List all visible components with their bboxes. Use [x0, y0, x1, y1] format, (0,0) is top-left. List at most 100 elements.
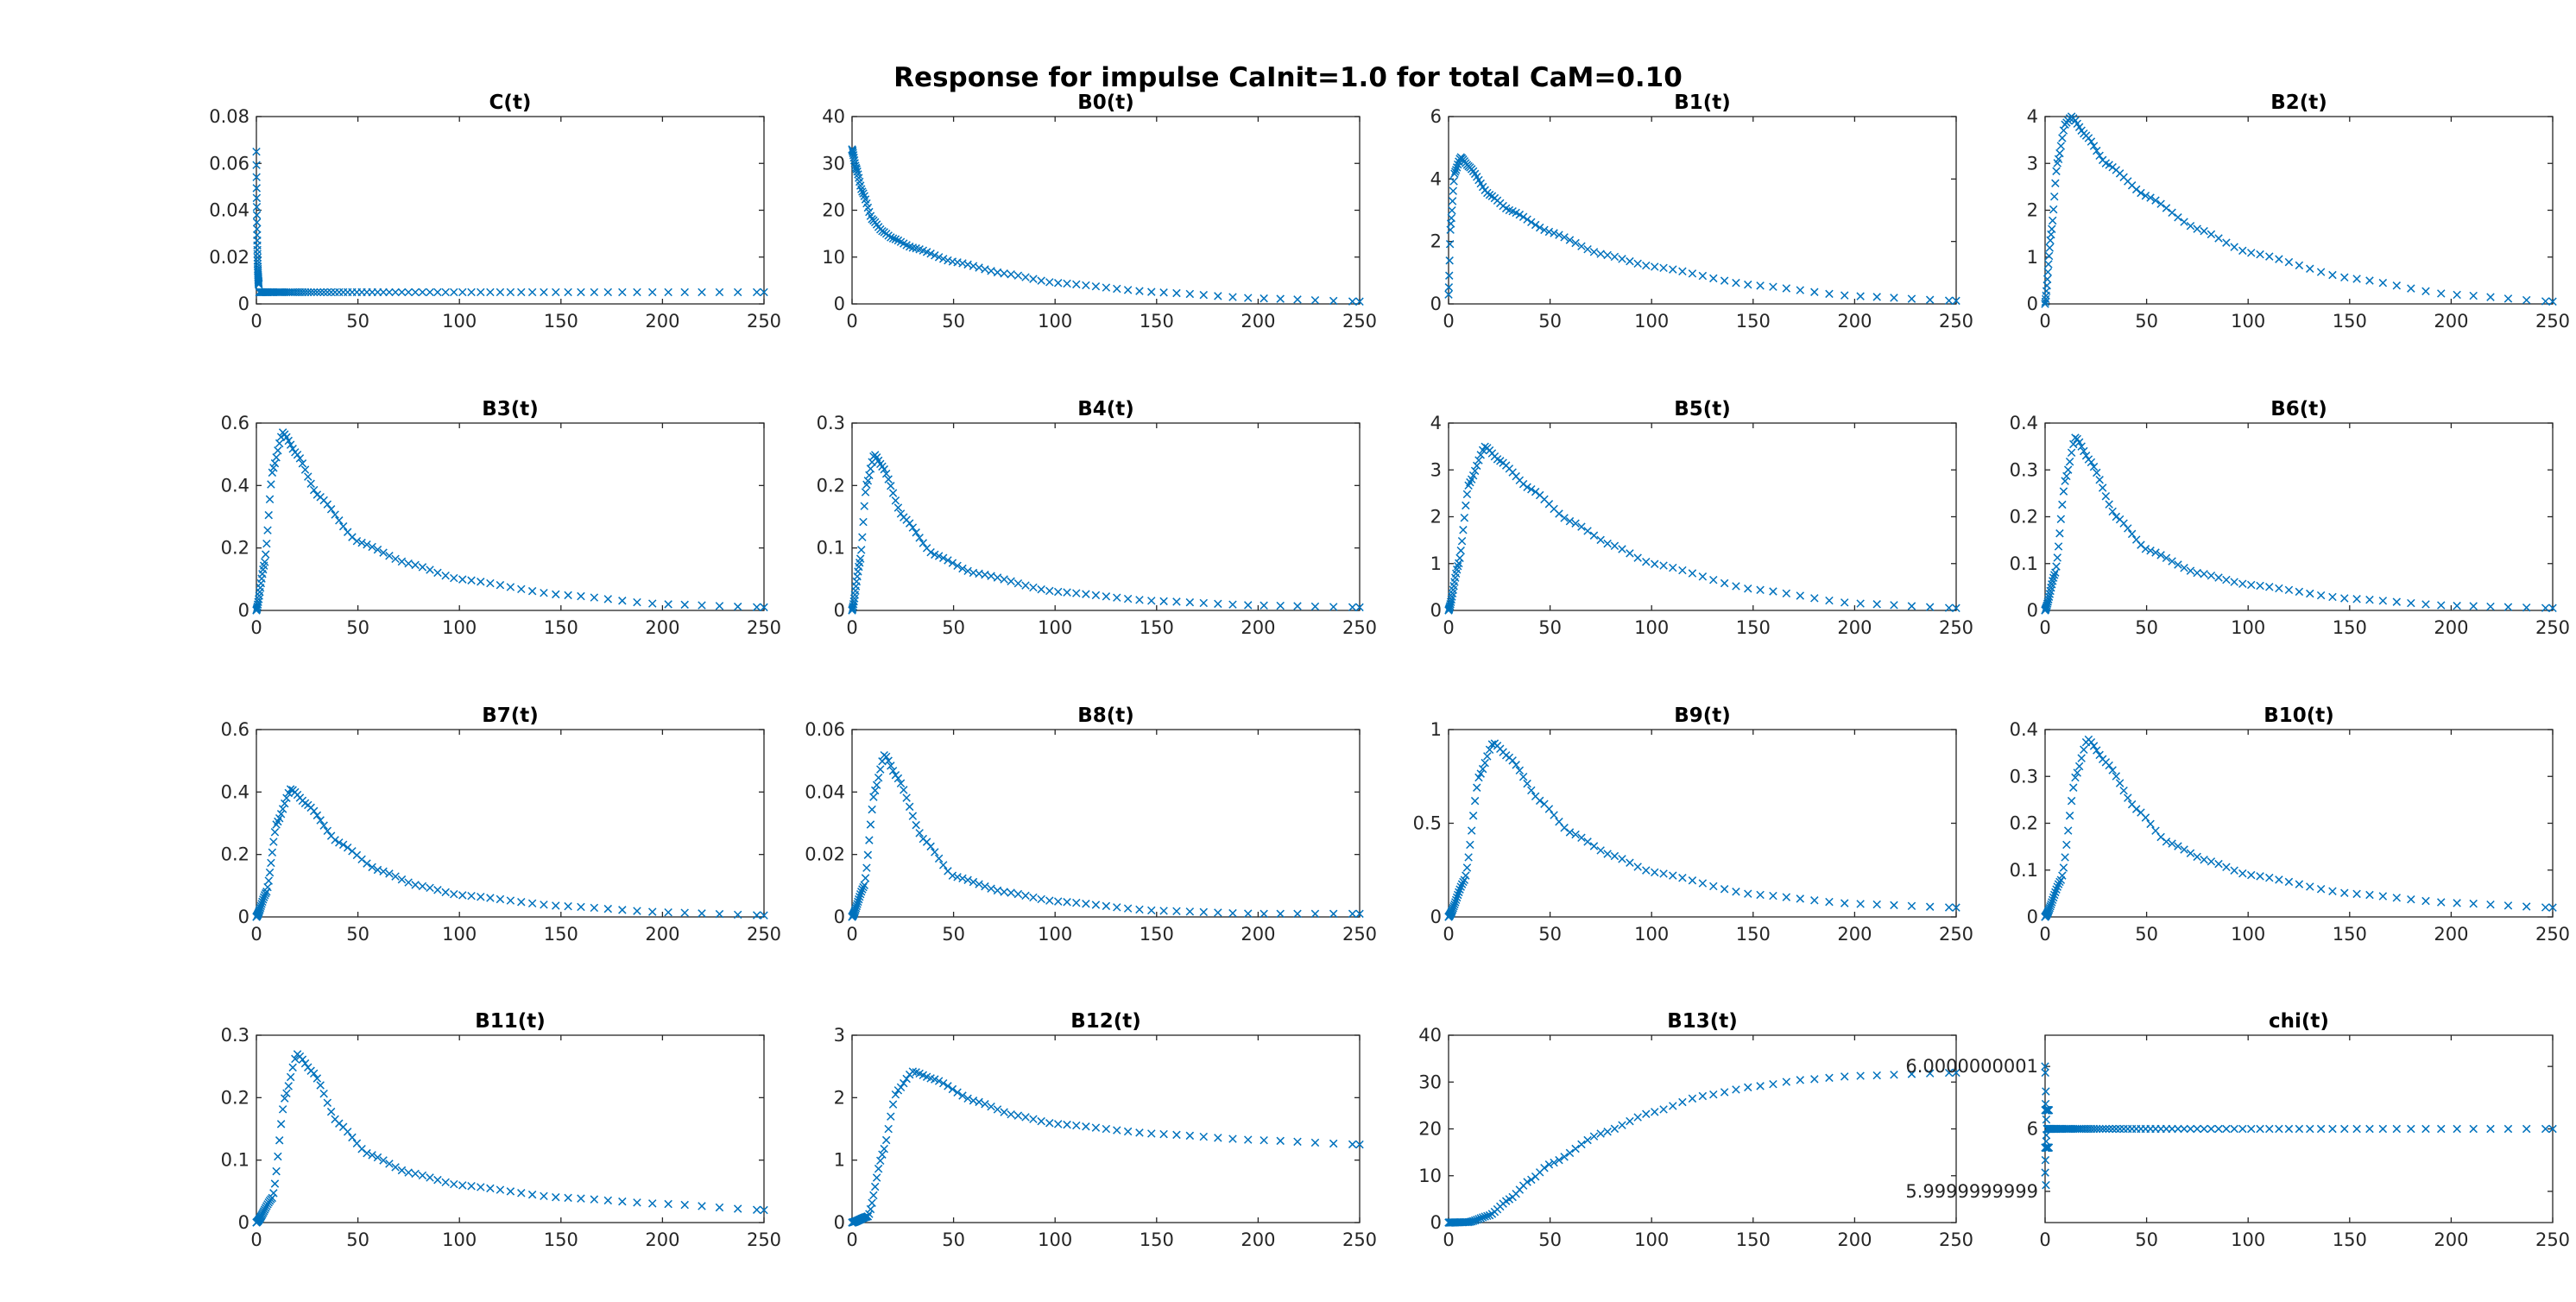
- data-point: [1029, 275, 1038, 283]
- data-point: [260, 558, 269, 566]
- data-point: [1473, 783, 1481, 792]
- data-point: [733, 1204, 742, 1213]
- data-point: [2352, 889, 2361, 899]
- data-point: [540, 288, 548, 297]
- data-point: [1293, 1137, 1302, 1147]
- data-point: [2131, 185, 2141, 194]
- data-point: [938, 553, 948, 562]
- data-point: [2168, 1124, 2176, 1134]
- data-point: [887, 482, 895, 490]
- data-point: [411, 560, 420, 570]
- data-point: [2378, 597, 2388, 605]
- data-point: [2156, 199, 2165, 208]
- data-point: [1470, 796, 1480, 806]
- data-point: [1013, 1111, 1023, 1120]
- data-point: [1172, 1130, 1181, 1140]
- data-point: [441, 288, 450, 297]
- data-point: [2246, 870, 2256, 880]
- data-point: [373, 545, 382, 554]
- data-point: [335, 838, 344, 847]
- data-point: [1540, 1163, 1549, 1172]
- data-point: [357, 538, 366, 547]
- plot-area: [1448, 729, 1957, 918]
- data-point: [987, 1102, 995, 1111]
- data-point: [1481, 1212, 1489, 1221]
- data-point: [278, 805, 287, 813]
- data-point: [1468, 812, 1478, 820]
- data-point: [2328, 1124, 2337, 1134]
- data-point: [276, 810, 286, 818]
- data-point: [1669, 871, 1677, 880]
- data-point: [2365, 595, 2374, 604]
- y-tick-label: 6: [1430, 106, 1442, 127]
- data-point: [1172, 597, 1181, 606]
- data-point: [477, 288, 485, 297]
- data-point: [953, 1088, 962, 1097]
- data-point: [1659, 263, 1668, 273]
- data-point: [577, 288, 585, 297]
- data-point: [2284, 585, 2294, 595]
- data-point: [1460, 513, 1469, 522]
- data-point: [2080, 446, 2088, 456]
- subplot-b13t: B13(t) 0 50 100 150 200 250 0 10 20 30 40: [1418, 1010, 1973, 1250]
- x-tick-label: 50: [1538, 1229, 1562, 1250]
- y-tick-label: 0: [2027, 907, 2038, 927]
- data-point: [1113, 1126, 1121, 1135]
- data-point: [1650, 262, 1659, 271]
- data-point: [552, 590, 560, 599]
- data-point: [352, 536, 362, 546]
- data-point: [664, 288, 672, 297]
- data-point: [633, 597, 641, 607]
- data-point: [987, 267, 995, 275]
- data-point: [275, 1135, 284, 1145]
- data-point: [860, 502, 868, 510]
- data-point: [268, 468, 277, 477]
- y-tick-label: 5.9999999999: [1905, 1181, 2038, 1202]
- data-point: [1214, 1134, 1222, 1142]
- y-tick-label: 6.0000000001: [1905, 1056, 2038, 1077]
- data-point: [1698, 879, 1708, 888]
- data-point: [2052, 885, 2061, 894]
- data-point: [1091, 901, 1101, 909]
- data-point: [1560, 1153, 1569, 1161]
- data-point: [931, 251, 939, 260]
- data-point: [2077, 754, 2086, 762]
- data-point: [1053, 1120, 1063, 1128]
- data-point: [2392, 281, 2402, 290]
- data-point: [267, 858, 275, 868]
- data-point: [2421, 1124, 2430, 1134]
- data-point: [368, 863, 376, 872]
- data-point: [2045, 243, 2055, 252]
- plot-area: [2044, 116, 2554, 305]
- data-point: [1456, 546, 1465, 555]
- data-point: [1013, 889, 1023, 899]
- data-point: [1037, 585, 1045, 594]
- data-point: [2265, 252, 2274, 261]
- data-point: [1840, 598, 1849, 607]
- data-point: [252, 218, 262, 227]
- data-series: [848, 1067, 1364, 1227]
- data-point: [265, 495, 275, 504]
- data-point: [426, 288, 434, 297]
- data-point: [2093, 146, 2101, 155]
- subplot-title: chi(t): [2269, 1010, 2329, 1033]
- data-point: [252, 184, 262, 193]
- data-point: [2284, 877, 2294, 887]
- data-point: [467, 576, 476, 585]
- y-tick-label: 0: [1430, 600, 1442, 621]
- data-point: [564, 1193, 572, 1203]
- data-point: [564, 288, 572, 297]
- data-point: [316, 1081, 325, 1090]
- data-point: [397, 288, 407, 297]
- x-tick-label: 150: [1736, 1229, 1771, 1250]
- data-point: [859, 517, 868, 527]
- data-point: [1925, 1069, 1935, 1078]
- data-point: [752, 1205, 761, 1214]
- data-point: [517, 897, 526, 907]
- data-point: [1147, 906, 1156, 915]
- data-point: [1135, 1128, 1144, 1137]
- data-point: [1571, 830, 1580, 839]
- data-point: [850, 159, 859, 167]
- data-point: [888, 767, 898, 775]
